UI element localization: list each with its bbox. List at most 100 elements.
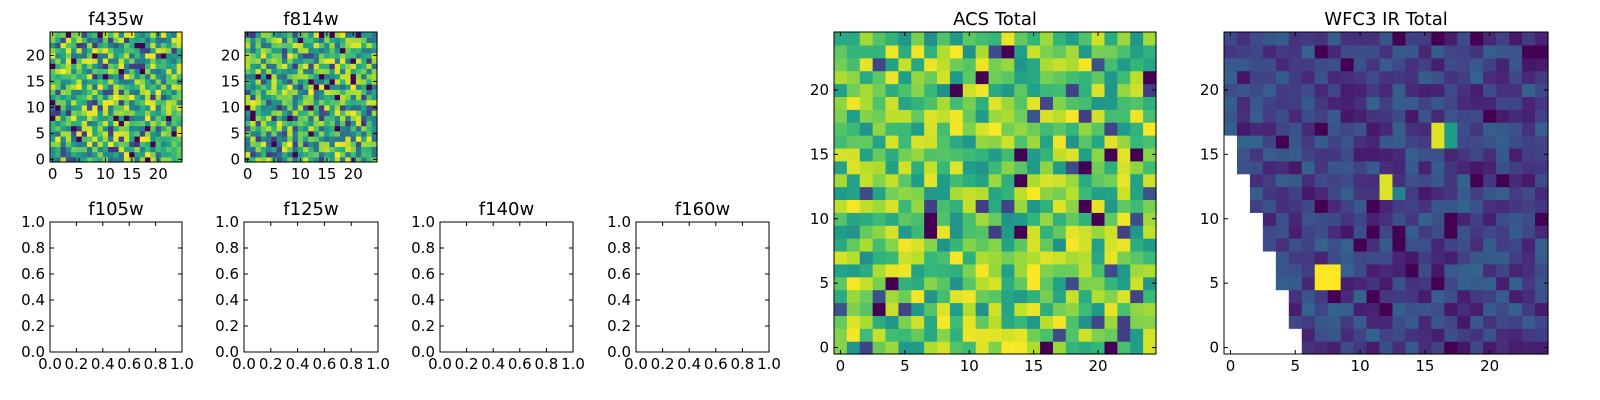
heatmap-cell — [1392, 263, 1407, 278]
heatmap-cell — [1275, 147, 1290, 162]
heatmap-cell — [834, 96, 848, 110]
heatmap-cell — [308, 120, 315, 127]
heatmap-cell — [1040, 57, 1054, 72]
heatmap-cell — [1052, 173, 1067, 188]
heatmap-cell — [281, 130, 288, 137]
heatmap-cell — [318, 94, 325, 101]
heatmap-cell — [1001, 328, 1015, 342]
heatmap-cell — [281, 84, 288, 90]
heatmap-cell — [1535, 32, 1549, 46]
heatmap-cell — [97, 84, 104, 90]
heatmap-cell — [1418, 341, 1432, 355]
heatmap-cell — [150, 136, 157, 142]
heatmap-cell — [1509, 289, 1523, 304]
heatmap-cell — [911, 122, 925, 136]
heatmap-cell — [150, 89, 157, 95]
heatmap-cell — [1262, 70, 1277, 85]
heatmap-cell — [86, 73, 93, 80]
heatmap-cell — [962, 160, 977, 175]
heatmap-cell — [92, 47, 99, 54]
heatmap-cell — [297, 110, 304, 116]
heatmap-cell — [1418, 160, 1432, 175]
heatmap-cell — [308, 130, 315, 137]
heatmap-cell — [1405, 160, 1419, 175]
heatmap-cell — [361, 104, 368, 111]
heatmap-cell — [65, 37, 72, 43]
axes-frame — [635, 221, 770, 353]
heatmap-cell — [260, 73, 267, 80]
heatmap-cell — [166, 130, 173, 137]
heatmap-cell — [1496, 263, 1510, 278]
heatmap-cell — [1340, 32, 1355, 46]
heatmap-cell — [355, 136, 362, 142]
heatmap-cell — [1470, 250, 1484, 265]
heatmap-cell — [1353, 199, 1368, 213]
heatmap-cell — [898, 289, 912, 304]
heatmap-cell — [297, 94, 304, 101]
heatmap-cell — [1314, 263, 1329, 278]
heatmap-cell — [97, 104, 104, 111]
heatmap-cell — [1091, 199, 1106, 213]
heatmap-cell — [245, 89, 251, 95]
heatmap-cell — [276, 130, 283, 137]
heatmap-cell — [50, 151, 56, 158]
heatmap-cell — [361, 110, 368, 116]
heatmap-cell — [1392, 44, 1407, 59]
heatmap-cell — [1014, 289, 1028, 304]
x-tick-label: 0.6 — [117, 355, 141, 373]
heatmap-cell — [937, 315, 951, 329]
heatmap-cell — [1379, 70, 1394, 85]
heatmap-cell — [92, 104, 99, 111]
heatmap-cell — [139, 52, 146, 59]
heatmap-cell — [60, 78, 67, 85]
heatmap-cell — [1143, 263, 1157, 278]
heatmap-cell — [1418, 263, 1432, 278]
heatmap-cell — [139, 47, 146, 54]
heatmap-cell — [86, 130, 93, 137]
heatmap-cell — [872, 57, 887, 72]
heatmap-cell — [55, 94, 62, 101]
heatmap-cell — [1052, 328, 1067, 342]
heatmap-cell — [176, 42, 183, 49]
heatmap-cell — [975, 212, 990, 226]
heatmap-cell — [81, 84, 88, 90]
heatmap-cell — [885, 315, 899, 329]
heatmap-cell — [859, 122, 874, 136]
heatmap-cell — [872, 122, 887, 136]
heatmap-cell — [975, 302, 990, 316]
heatmap-cell — [92, 73, 99, 80]
heatmap-cell — [911, 32, 925, 46]
heatmap-cell — [271, 146, 278, 153]
heatmap-cell — [949, 328, 964, 342]
heatmap-cell — [1522, 32, 1536, 46]
heatmap-cell — [1379, 186, 1394, 201]
heatmap-cell — [1379, 96, 1394, 110]
heatmap-cell — [102, 89, 109, 95]
heatmap-cell — [50, 89, 56, 95]
heatmap-cell — [1288, 109, 1303, 123]
heatmap-cell — [975, 250, 990, 265]
heatmap-cell — [292, 84, 299, 90]
heatmap-cell — [118, 146, 125, 153]
heatmap-cell — [1027, 160, 1041, 175]
heatmap-cell — [1052, 57, 1067, 72]
heatmap-cell — [102, 94, 109, 101]
heatmap-cell — [1483, 83, 1497, 97]
heatmap-cell — [97, 89, 104, 95]
heatmap-cell — [134, 125, 141, 132]
heatmap-cell — [371, 58, 378, 64]
heatmap-cell — [329, 52, 336, 59]
heatmap-cell — [1001, 225, 1015, 239]
heatmap-cell — [139, 68, 146, 75]
heatmap-cell — [113, 104, 120, 111]
heatmap-cell — [50, 146, 56, 153]
heatmap-cell — [1340, 250, 1355, 265]
heatmap-cell — [292, 156, 299, 163]
heatmap-cell — [911, 70, 925, 85]
heatmap-cell — [123, 78, 130, 85]
heatmap-cell — [949, 302, 964, 316]
heatmap-cell — [139, 146, 146, 153]
heatmap-cell — [1027, 109, 1041, 123]
heatmap-cell — [975, 122, 990, 136]
heatmap-cell — [118, 68, 125, 75]
